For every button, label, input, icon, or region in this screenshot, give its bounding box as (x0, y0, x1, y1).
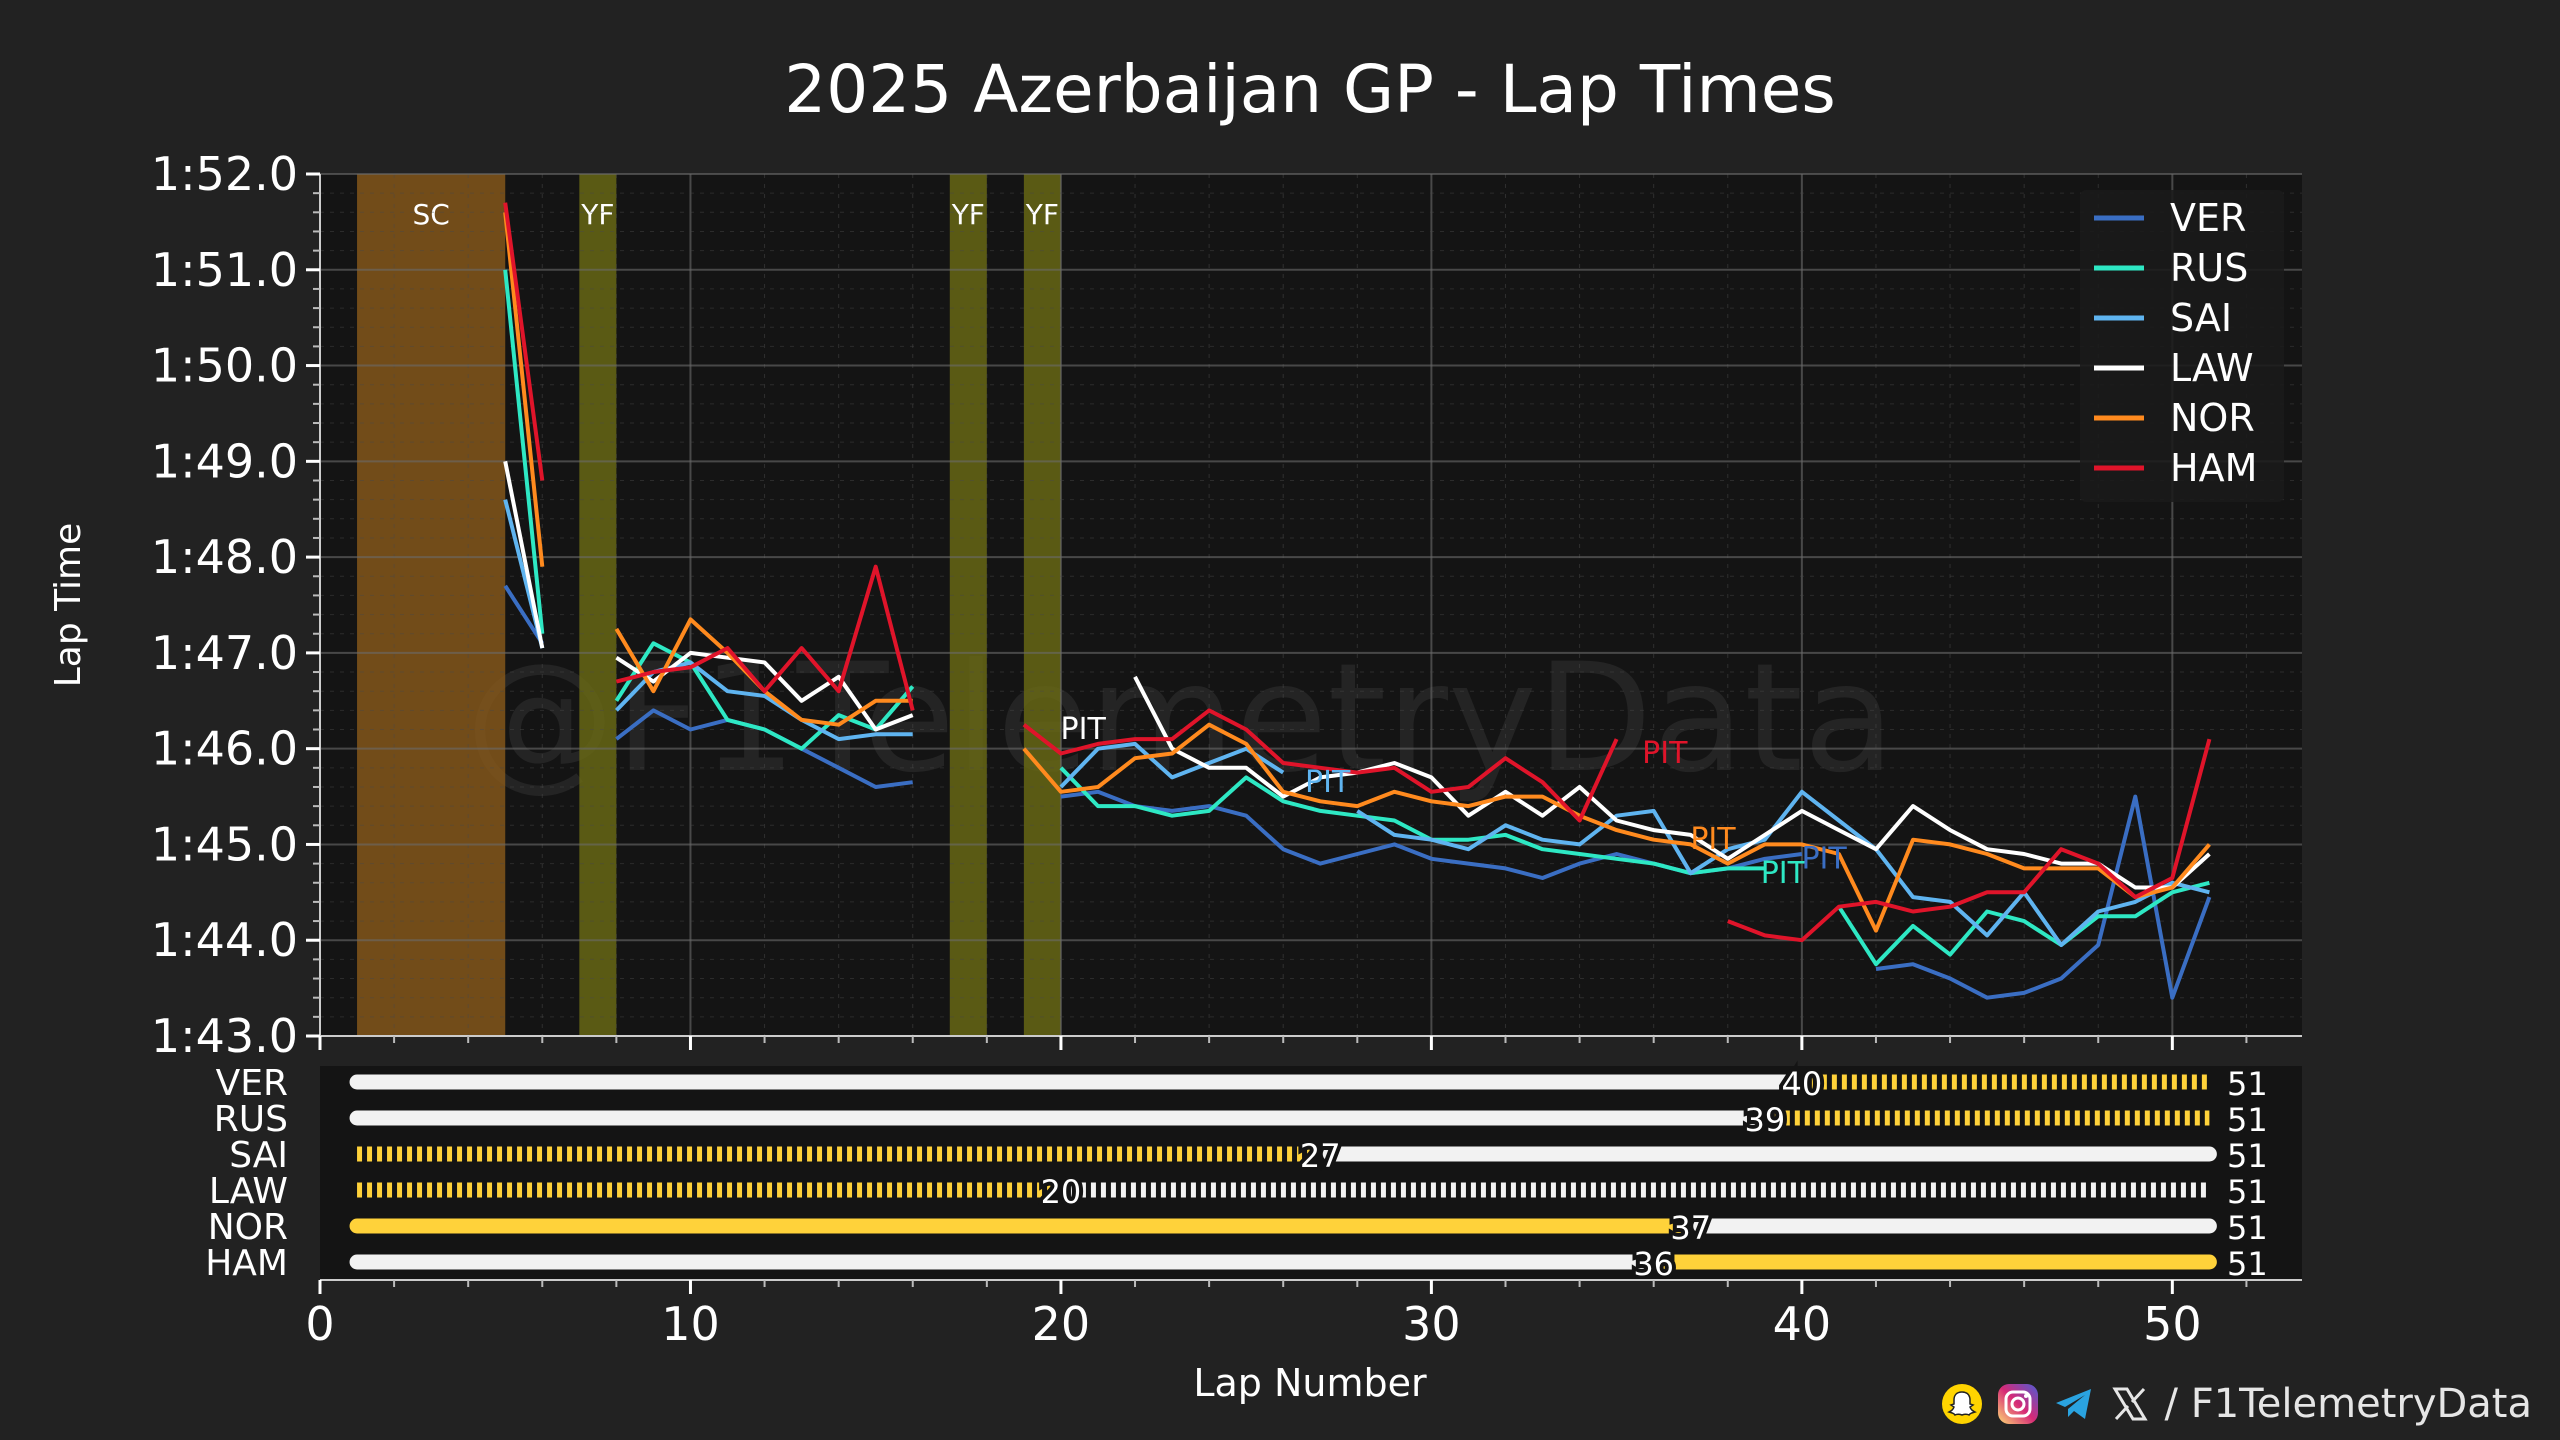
x-tick-label: 50 (2143, 1297, 2202, 1351)
stint-end-lap-rus: 51 (2227, 1101, 2268, 1139)
x-tick-label: 30 (1402, 1297, 1461, 1351)
y-axis: 1:43.0 1:44.0 1:45.0 1:46.0 1:47.0 1:48.0 1:49… (151, 147, 321, 1063)
stint-driver-label-ver: VER (216, 1063, 288, 1104)
track-status-periods: SC YF YF YF (357, 174, 1061, 1036)
telegram-icon[interactable] (2053, 1383, 2095, 1425)
pit-label-sai: PIT (1305, 765, 1351, 800)
chart-title: 2025 Azerbaijan GP - Lap Times (784, 51, 1835, 128)
period-label-0: SC (412, 198, 449, 231)
x-icon[interactable] (2109, 1383, 2151, 1425)
period-label-2: YF (951, 198, 985, 231)
y-tick-label: 1:52.0 (151, 147, 298, 201)
stint-stop-lap-ver: 40 (1782, 1065, 1823, 1103)
stint-stop-lap-sai: 27 (1300, 1137, 1341, 1175)
stint-end-lap-nor: 51 (2227, 1209, 2268, 1247)
pit-label-ver: PIT (1801, 841, 1847, 876)
stint-driver-label-law: LAW (209, 1171, 288, 1212)
tyre-stints: VER 40 51 RUS 39 51 SAI 27 51 LAW 20 51 NOR 37 51 HAM 36… (205, 1061, 2272, 1287)
y-tick-label: 1:49.0 (151, 434, 298, 488)
x-axis-label: Lap Number (1193, 1361, 1427, 1405)
y-tick-label: 1:50.0 (151, 339, 298, 393)
x-axis: 0 10 20 30 40 50 (305, 1035, 2302, 1351)
stint-end-lap-ham: 51 (2227, 1245, 2268, 1283)
x-tick-label: 0 (305, 1297, 334, 1351)
period-label-1: YF (580, 198, 614, 231)
y-tick-label: 1:47.0 (151, 626, 298, 680)
stint-driver-label-sai: SAI (229, 1135, 288, 1176)
stint-end-lap-sai: 51 (2227, 1137, 2268, 1175)
period-label-3: YF (1025, 198, 1059, 231)
legend-label-law: LAW (2170, 346, 2254, 390)
stint-stop-lap-law: 20 (1041, 1173, 1082, 1211)
x-tick-label: 20 (1032, 1297, 1091, 1351)
snapchat-icon[interactable] (1941, 1383, 1983, 1425)
y-tick-label: 1:44.0 (151, 913, 298, 967)
legend-label-nor: NOR (2170, 396, 2255, 440)
stint-driver-label-rus: RUS (214, 1099, 288, 1140)
pit-label-nor: PIT (1690, 822, 1736, 857)
legend-label-ham: HAM (2170, 446, 2257, 490)
legend-label-sai: SAI (2170, 296, 2232, 340)
x-tick-label: 40 (1773, 1297, 1832, 1351)
period-band-1 (579, 174, 617, 1036)
stint-end-lap-ver: 51 (2227, 1065, 2268, 1103)
stint-stop-lap-ham: 36 (1633, 1245, 1674, 1283)
y-tick-label: 1:46.0 (151, 722, 298, 776)
series-lines (503, 202, 2212, 1000)
y-tick-label: 1:43.0 (151, 1009, 298, 1063)
stint-end-lap-law: 51 (2227, 1173, 2268, 1211)
footer: / F1TelemetryData (1941, 1374, 2533, 1434)
stint-stop-lap-rus: 39 (1744, 1101, 1785, 1139)
main-plot-area (320, 174, 2302, 1036)
period-band-0 (357, 174, 506, 1036)
y-tick-label: 1:45.0 (151, 817, 298, 871)
series-line-rus (503, 269, 2210, 967)
stint-driver-label-nor: NOR (208, 1207, 288, 1248)
legend-label-rus: RUS (2170, 246, 2248, 290)
period-band-2 (949, 174, 987, 1036)
stint-plot-area (320, 1066, 2302, 1280)
series-line-sai (503, 499, 2210, 947)
legend-label-ver: VER (2170, 196, 2246, 240)
stint-driver-label-ham: HAM (205, 1243, 288, 1284)
pit-label-law: PIT (1061, 712, 1107, 747)
x-tick-label: 10 (661, 1297, 720, 1351)
stint-stop-lap-nor: 37 (1670, 1209, 1711, 1247)
y-axis-label: Lap Time (48, 523, 89, 688)
pit-label-rus: PIT (1761, 856, 1807, 891)
footer-handle: / F1TelemetryData (2164, 1381, 2533, 1427)
instagram-icon[interactable] (1997, 1383, 2039, 1425)
series-line-ham (503, 202, 2212, 943)
legend: VER RUS SAI LAW NOR HAM (2080, 190, 2284, 502)
y-tick-label: 1:48.0 (151, 530, 298, 584)
pit-label-ham: PIT (1642, 736, 1688, 771)
period-band-3 (1023, 174, 1061, 1036)
y-tick-label: 1:51.0 (151, 243, 298, 297)
